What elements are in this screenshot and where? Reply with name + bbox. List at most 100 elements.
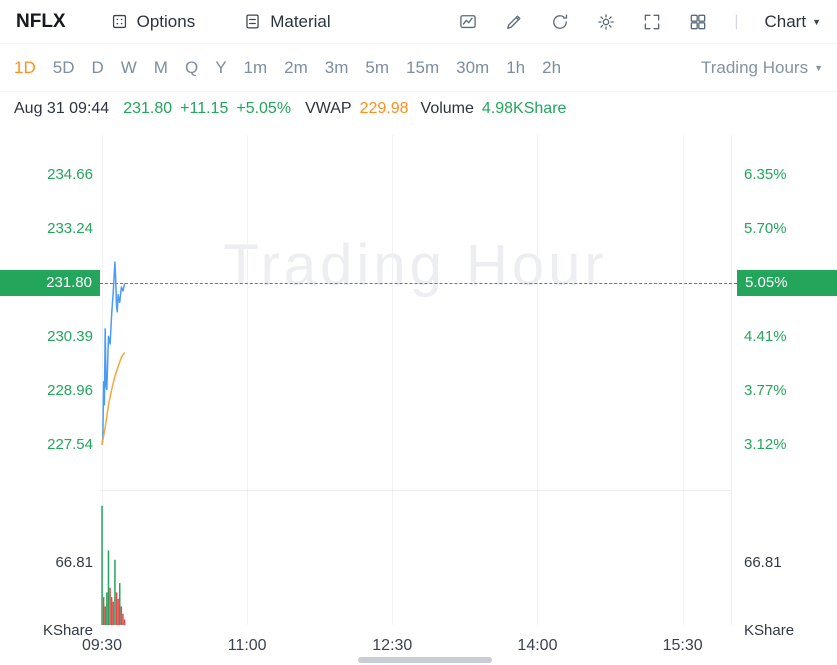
price-axis-label: 227.54 [47, 435, 93, 453]
timeframe-1h[interactable]: 1h [506, 57, 526, 77]
x-axis-label: 09:30 [81, 637, 123, 654]
timeframe-bar: 1D 5D D W M Q Y 1m 2m 3m 5m 15m 30m 1h 2h Trading Hour… [0, 44, 837, 92]
volume-bar [120, 606, 123, 625]
last-price: 231.80 [123, 100, 173, 117]
trading-hours-dropdown[interactable]: Trading Hours ▼ [701, 58, 823, 78]
timeframe-5D[interactable]: 5D [52, 57, 75, 77]
volume-bar [112, 601, 114, 625]
timeframe-M[interactable]: M [153, 57, 168, 77]
percent-axis-label: 3.77% [744, 382, 787, 400]
timeframe-Y[interactable]: Y [215, 57, 227, 77]
price-chart [101, 261, 126, 446]
timeframe-5m[interactable]: 5m [365, 57, 390, 77]
price-change: +11.15 [180, 100, 229, 117]
time-gridline [392, 135, 394, 625]
volume-bar [122, 613, 124, 625]
chart-type-label: Chart [764, 11, 807, 31]
percent-axis-label: 5.70% [744, 219, 787, 237]
toolbar-actions: | Chart ▼ [458, 12, 821, 32]
horizontal-scrollbar-handle[interactable] [358, 657, 492, 663]
price-axis-label: 233.24 [47, 219, 93, 237]
timeframe-1m[interactable]: 1m [243, 57, 268, 77]
draw-pencil-icon[interactable] [504, 12, 524, 32]
volume-bar [104, 606, 106, 625]
timeframe-1D[interactable]: 1D [14, 57, 36, 77]
percent-axis-label: 6.35% [744, 165, 787, 183]
material-label: Material [270, 11, 331, 31]
refresh-icon[interactable] [550, 12, 570, 32]
volume-unit-label-right: KShare [744, 622, 795, 639]
price-axis-label: 234.66 [47, 165, 93, 183]
volume-bar [106, 592, 108, 625]
volume-axis-label-right: 66.81 [744, 553, 782, 571]
volume-bar [101, 505, 103, 625]
volume-value: 4.98K Share [482, 100, 567, 118]
trading-hours-label: Trading Hours [700, 57, 809, 77]
last-percent-tag: 5.05% [737, 270, 837, 297]
quote-datetime: Aug 31 09:44 [14, 100, 110, 117]
timeframe-D[interactable]: D [91, 57, 104, 77]
options-button[interactable]: Options [110, 11, 196, 32]
settings-gear-icon[interactable] [596, 12, 616, 32]
volume-chart [101, 505, 126, 625]
timeframe-30m[interactable]: 30m [456, 57, 490, 77]
volume-bar [114, 559, 116, 625]
timeframe-Q[interactable]: Q [184, 57, 199, 77]
timeframe-2m[interactable]: 2m [284, 57, 308, 77]
volume-bar [110, 597, 113, 625]
options-label: Options [136, 11, 196, 31]
time-gridline [682, 135, 684, 625]
toolbar: NFLX Options Material [0, 0, 837, 44]
percent-axis-label: 4.41% [744, 327, 787, 345]
price-line [101, 261, 126, 445]
chart-type-dropdown[interactable]: Chart ▼ [765, 12, 822, 32]
x-axis-label: 12:30 [372, 637, 413, 654]
plot-right-border [731, 135, 732, 625]
volume-pane-divider [100, 490, 731, 491]
x-axis-label: 11:00 [227, 637, 267, 654]
volume-axis-label-left: 66.81 [55, 553, 93, 571]
price-axis-label: 230.39 [47, 327, 93, 345]
symbol-title[interactable]: NFLX [16, 10, 66, 32]
last-price-tag: 231.80 [0, 270, 100, 297]
timeframe-15m[interactable]: 15m [406, 57, 440, 77]
timeframe-2h[interactable]: 2h [542, 57, 562, 77]
vwap-value: 229.98 [359, 100, 409, 117]
fullscreen-icon[interactable] [642, 12, 662, 32]
time-gridline [102, 135, 103, 625]
time-gridline [537, 135, 539, 625]
chart-snapshot-icon[interactable] [458, 12, 478, 32]
volume-bar [102, 597, 105, 625]
volume-bar [119, 583, 121, 625]
volume-bar [107, 550, 110, 625]
material-icon [243, 12, 262, 31]
last-price-line [100, 283, 737, 285]
chevron-down-icon: ▼ [812, 16, 821, 27]
quote-bar: Aug 31 09:44 231.80 +11.15 +5.05% VWAP 2… [0, 92, 837, 126]
vwap-line [101, 351, 126, 446]
time-gridline [247, 135, 249, 625]
layout-grid-icon[interactable] [688, 12, 708, 32]
volume-bar [115, 592, 118, 625]
volume-amount: 4.98K [481, 100, 524, 117]
timeframe-tabs: 1D 5D D W M Q Y 1m 2m 3m 5m 15m 30m 1h 2h [14, 58, 561, 78]
material-button[interactable]: Material [243, 11, 331, 32]
volume-unit: Share [523, 100, 567, 117]
volume-bar [109, 587, 111, 625]
chevron-down-icon: ▼ [814, 62, 823, 73]
volume-bar [123, 619, 126, 625]
price-axis-label: 228.96 [47, 382, 93, 400]
price-change-percent: +5.05% [236, 100, 292, 117]
vwap-label: VWAP [305, 100, 352, 117]
timeframe-3m[interactable]: 3m [324, 57, 349, 77]
volume-bar [117, 598, 119, 625]
percent-axis-label: 3.12% [744, 435, 787, 453]
toolbar-divider: | [734, 12, 739, 30]
volume-unit-label-left: KShare [42, 622, 93, 639]
timeframe-W[interactable]: W [120, 57, 137, 77]
volume-label: Volume [420, 100, 474, 117]
x-axis-label: 14:00 [517, 637, 558, 654]
x-axis-label: 15:30 [662, 637, 703, 654]
